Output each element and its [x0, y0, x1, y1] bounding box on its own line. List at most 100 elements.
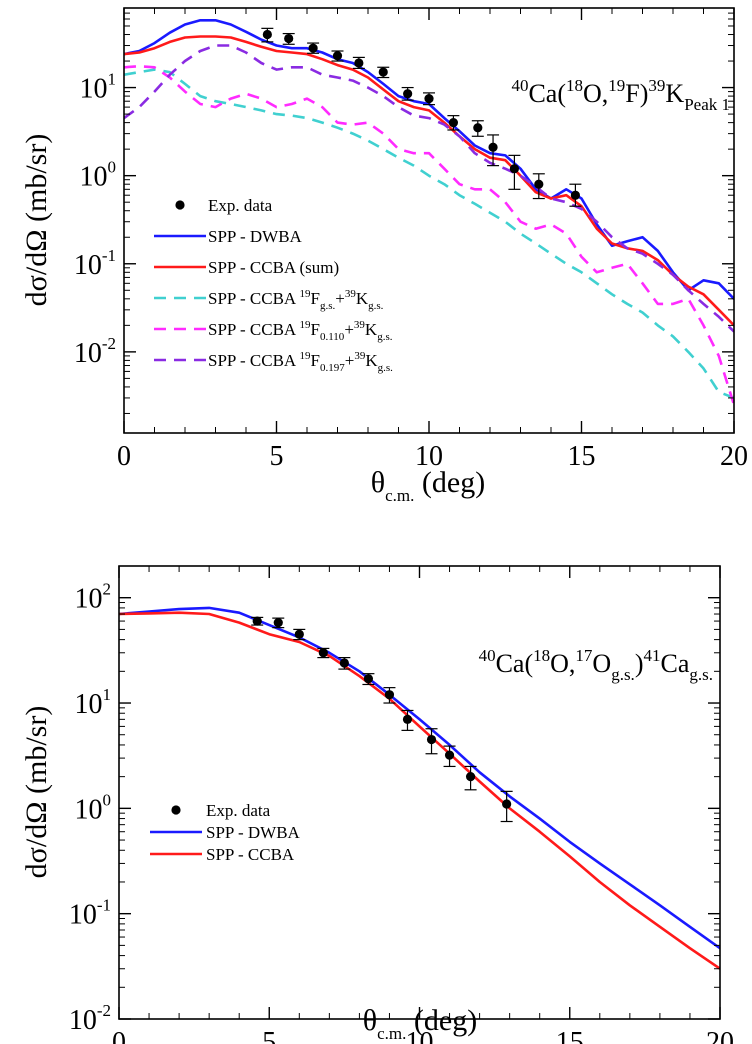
chart-1-legend-label-5-part-7: g.s.: [377, 331, 393, 343]
chart-1-exp-point-6: [377, 66, 390, 79]
chart-1-legend-label-5-part-2: F: [311, 320, 320, 339]
chart-1-exp-marker-7: [403, 89, 413, 99]
chart-1-legend-label-5-part-1: 19: [300, 319, 312, 331]
chart-2-exp-marker-3: [294, 629, 304, 639]
chart-1-series-3-line: [124, 68, 734, 400]
chart-1-legend-label-2: SPP - DWBA: [208, 227, 303, 246]
chart-1-ytick-label-2: 10-1: [74, 246, 116, 281]
chart-1-exp-point-14: [569, 183, 582, 207]
chart-1-exp-point-8: [423, 92, 435, 106]
chart-2-exp-marker-7: [384, 690, 395, 700]
chart-1-legend-item-2: SPP - DWBA: [154, 227, 303, 246]
chart-2-series-2-line: [119, 611, 720, 970]
chart-1-legend-label-6-part-6: K: [365, 351, 378, 370]
chart-2-legend-label-1: Exp. data: [206, 801, 271, 820]
chart-2-xtick-label-3: 10: [406, 1027, 434, 1044]
chart-1-xtick-label-5: 20: [720, 441, 748, 472]
chart-1-series-4-line: [124, 64, 734, 406]
chart-1-exp-marker-9: [448, 118, 458, 128]
chart-1-exp-marker-1: [262, 29, 272, 40]
chart-2-legend-label-2: SPP - DWBA: [206, 823, 301, 842]
chart-2-exp-point-4: [317, 647, 330, 659]
chart-2-reaction-label-part-3: O,: [550, 649, 575, 678]
chart-2-ytick-base-4: 10: [75, 689, 103, 720]
chart-2-exp-point-8: [401, 709, 414, 731]
chart-1-exp-marker-5: [354, 58, 364, 68]
chart-1-legend-item-1: Exp. data: [175, 196, 273, 215]
chart-2-exp-marker-12: [502, 799, 512, 809]
chart-1-legend-label-4-part-7: g.s.: [368, 300, 384, 312]
chart-2-exp-point-9: [425, 728, 438, 755]
chart-2-exp-marker-5: [339, 658, 349, 668]
chart-2-exp-point-12: [500, 790, 513, 823]
chart-1-legend-label-2-part-0: SPP - DWBA: [208, 227, 303, 246]
chart-1-ylabel: dσ/dΩ (mb/sr): [20, 134, 53, 307]
chart-1-series-5-line: [124, 44, 734, 333]
chart-1-ytick-exp-1: -2: [102, 334, 116, 353]
chart-2-reaction-label: 40Ca(18O,17Og.s.)41Cag.s.: [479, 646, 713, 684]
chart-1-ytick-exp-4: 1: [108, 70, 117, 89]
chart-1-ytick-exp-2: -1: [102, 246, 116, 265]
chart-1-reaction-label-part-1: Ca(: [528, 79, 566, 108]
chart-2-xlabel-unit: (deg): [406, 1004, 477, 1037]
chart-1-ytick-label-4: 101: [80, 70, 117, 105]
chart-1-xtick-label-4: 15: [568, 441, 596, 472]
chart-2-ytick-label-5: 102: [75, 580, 112, 615]
chart-2-ytick-exp-1: -2: [97, 1001, 111, 1020]
chart-2-reaction-label-part-8: 41: [643, 646, 660, 665]
chart-2-ytick-exp-5: 2: [103, 580, 112, 599]
chart-1-legend-label-4: SPP - CCBA 19Fg.s.+39Kg.s.: [208, 288, 384, 312]
chart-2-legend-item-1: Exp. data: [171, 801, 271, 820]
chart-1-legend-label-6-part-0: SPP - CCBA: [208, 351, 300, 370]
chart-1-reaction-label-part-6: 39: [648, 76, 665, 95]
chart-1-series-2-line: [124, 35, 734, 327]
chart-2-exp-point-7: [383, 687, 396, 704]
chart-2-legend: Exp. data SPP - DWBA SPP - CCBA: [150, 801, 301, 864]
chart-2-reaction-label-part-0: 40: [479, 646, 496, 665]
chart-2-ytick-exp-4: 1: [103, 685, 112, 704]
chart-1-exp-marker-10: [473, 123, 483, 133]
chart-1-legend-label-5: SPP - CCBA 19F0.110+39Kg.s.: [208, 319, 393, 343]
chart-1-exp-marker-8: [424, 93, 434, 104]
chart-2-ytick-label-2: 10-1: [69, 896, 111, 931]
chart-2-ytick-base-2: 10: [69, 900, 97, 931]
chart-1-legend-item-4: SPP - CCBA 19Fg.s.+39Kg.s.: [154, 288, 384, 312]
chart-2-exp-point-11: [464, 765, 477, 791]
chart-2-legend-item-3: SPP - CCBA: [150, 845, 295, 864]
chart-1-reaction-label-part-7: K: [665, 79, 684, 108]
chart-2-xlabel-main: θ: [363, 1004, 377, 1037]
chart-2-reaction-label-part-1: Ca(: [496, 649, 534, 678]
chart-2-legend-label-3-part-0: SPP - CCBA: [206, 845, 295, 864]
chart-1-legend: Exp. data SPP - DWBA SPP - CCBA (sum) SPP -…: [154, 196, 393, 374]
chart-1-legend-label-6-part-3: 0.197: [320, 362, 345, 374]
chart-1-legend-label-4-part-6: K: [356, 289, 369, 308]
chart-1-legend-label-5-part-6: K: [365, 320, 378, 339]
chart-1-legend-label-5-part-4: +: [344, 320, 354, 339]
chart-1-reaction-label-part-3: O,: [583, 79, 608, 108]
chart-2-ytick-label-3: 100: [75, 790, 112, 825]
chart-1-exp-marker-14: [570, 190, 581, 200]
chart-1-reaction-label-part-5: F): [625, 79, 648, 108]
chart-1-xtick-label-1: 0: [117, 441, 131, 472]
chart-1-xtick-label-3: 10: [415, 441, 443, 472]
chart-1-exp-point-2: [282, 32, 295, 45]
chart-1-reaction-label-part-8: Peak 1: [684, 95, 730, 114]
chart-2-xtick-label-4: 15: [556, 1027, 584, 1044]
chart-2-legend-label-1-part-0: Exp. data: [206, 801, 271, 820]
chart-1-legend-label-1: Exp. data: [208, 196, 273, 215]
chart-1-xlabel-main: θ: [371, 466, 385, 499]
chart-2-xtick-label-2: 5: [262, 1027, 276, 1044]
chart-1-legend-label-4-part-5: 39: [345, 288, 357, 300]
chart-1-legend-label-6-part-1: 19: [300, 350, 312, 362]
chart-1-legend-marker-dot: [175, 200, 185, 210]
chart-1-ytick-label-3: 100: [80, 158, 117, 193]
chart-2-xlabel: θc.m. (deg): [363, 1004, 477, 1043]
chart-2-reaction-label-part-2: 18: [533, 646, 550, 665]
chart-1-legend-label-4-part-4: +: [335, 289, 345, 308]
chart-1-exp-marker-6: [378, 67, 388, 77]
chart-2-ytick-base-3: 10: [75, 794, 103, 825]
chart-1-exp-marker-3: [308, 43, 318, 53]
chart-2-exp-marker-1: [252, 616, 262, 626]
